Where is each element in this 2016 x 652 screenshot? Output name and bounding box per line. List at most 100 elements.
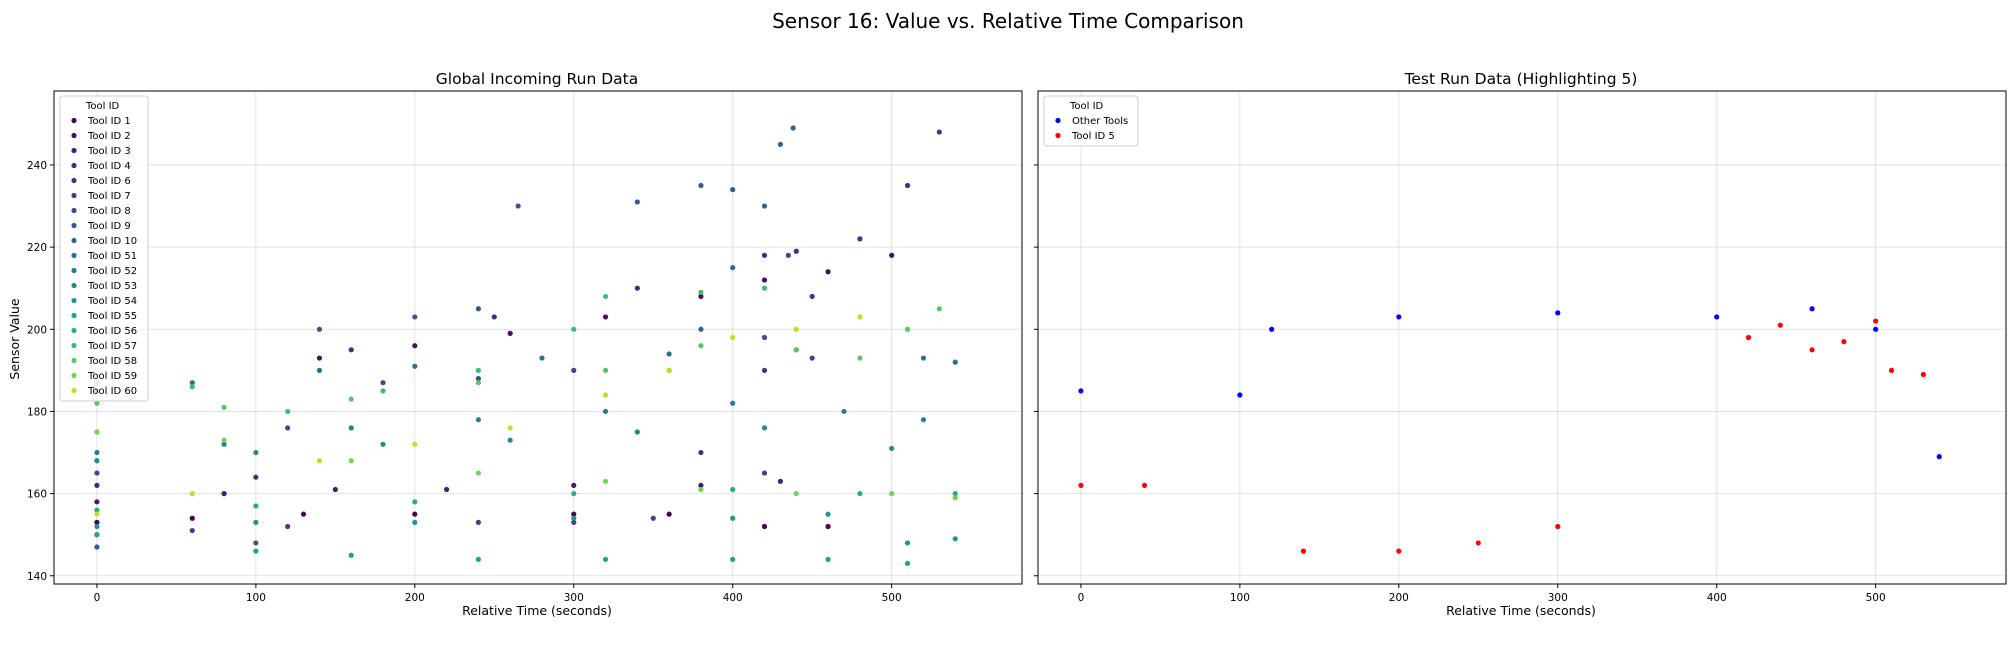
y-tick-label: 140 — [27, 571, 47, 583]
x-tick-label: 0 — [94, 592, 101, 604]
data-point — [602, 314, 609, 320]
data-point — [602, 408, 609, 415]
data-point — [507, 425, 513, 431]
series-tool-id-52 — [94, 400, 927, 456]
data-point — [777, 141, 783, 148]
data-point — [444, 486, 450, 493]
data-point — [94, 511, 100, 517]
legend-label: Other Tools — [1072, 116, 1128, 127]
data-point — [889, 252, 895, 258]
data-point — [412, 314, 418, 320]
legend-title: Tool ID — [85, 101, 120, 112]
data-point — [785, 252, 791, 258]
data-point — [1269, 326, 1275, 332]
data-point — [761, 470, 768, 476]
data-point — [698, 343, 704, 349]
data-point — [475, 306, 481, 312]
data-point — [790, 125, 796, 131]
legend-label: Tool ID 56 — [87, 326, 137, 337]
data-point — [316, 355, 323, 361]
legend-marker — [71, 312, 77, 319]
data-point — [253, 540, 259, 546]
data-point — [698, 482, 704, 488]
data-point — [221, 404, 227, 410]
legend-box — [59, 95, 149, 402]
data-point — [952, 491, 958, 497]
data-point — [1475, 540, 1481, 546]
data-point — [904, 560, 911, 567]
data-point — [221, 437, 227, 443]
series-tool-id-57 — [94, 285, 768, 415]
data-point — [777, 478, 783, 484]
data-point — [412, 499, 418, 505]
legend-marker — [71, 297, 77, 304]
data-point — [380, 388, 386, 394]
legend-label: Tool ID 4 — [87, 161, 131, 172]
legend-title: Tool ID — [1069, 101, 1104, 112]
legend-label: Tool ID 60 — [87, 386, 137, 397]
data-point — [316, 326, 323, 332]
data-point — [920, 355, 927, 361]
data-point — [348, 552, 354, 558]
data-point — [793, 326, 799, 332]
data-point — [730, 486, 736, 493]
x-tick-label: 400 — [723, 592, 743, 604]
legend-label: Tool ID 5 — [1071, 131, 1115, 142]
data-point — [253, 519, 259, 525]
data-point — [825, 556, 831, 562]
legend-marker — [71, 282, 77, 289]
data-point — [634, 285, 640, 291]
series-tool-id-53 — [94, 425, 895, 464]
data-point — [94, 499, 100, 505]
legend-marker — [71, 222, 77, 229]
data-point — [809, 355, 815, 361]
legend-marker — [71, 357, 77, 364]
series-tool-id-56 — [94, 486, 958, 513]
data-point — [94, 507, 100, 513]
data-point — [189, 384, 195, 390]
data-point — [189, 527, 195, 534]
data-point — [94, 544, 100, 550]
data-point — [952, 359, 958, 365]
data-point — [698, 293, 704, 300]
data-point — [825, 269, 831, 275]
legend-label: Tool ID 8 — [87, 206, 131, 217]
left-panel-title: Global Incoming Run Data — [436, 70, 638, 88]
data-point — [1920, 371, 1926, 378]
data-point — [904, 182, 911, 189]
data-point — [571, 519, 577, 525]
data-point — [857, 355, 863, 361]
data-point — [253, 503, 259, 509]
left-panel-xlabel: Relative Time (seconds) — [462, 603, 612, 618]
data-point — [730, 265, 736, 271]
data-point — [491, 314, 497, 320]
data-point — [94, 400, 100, 406]
data-point — [94, 429, 100, 435]
x-tick-label: 500 — [882, 592, 902, 604]
data-point — [1237, 392, 1243, 398]
data-point — [952, 495, 958, 501]
data-point — [1300, 548, 1307, 554]
data-point — [730, 334, 736, 341]
data-point — [761, 425, 768, 431]
data-point — [412, 441, 418, 447]
x-tick-label: 400 — [1707, 592, 1727, 604]
legend-marker — [71, 162, 77, 169]
data-point — [221, 441, 227, 447]
axes-frame — [1037, 90, 2007, 585]
data-point — [300, 511, 307, 517]
data-point — [666, 367, 672, 373]
data-point — [475, 380, 481, 386]
data-point — [94, 470, 100, 476]
series-tool-id-58 — [94, 306, 942, 410]
data-point — [1714, 314, 1720, 320]
data-point — [475, 367, 481, 373]
data-point — [793, 248, 799, 254]
legend-label: Tool ID 9 — [87, 221, 131, 232]
data-point — [857, 314, 863, 320]
series-tool-id-6 — [698, 129, 942, 456]
data-point — [666, 511, 672, 517]
right-panel: Test Run Data (Highlighting 5) Relative … — [1034, 70, 2007, 618]
data-point — [793, 347, 799, 353]
data-point — [634, 429, 640, 435]
